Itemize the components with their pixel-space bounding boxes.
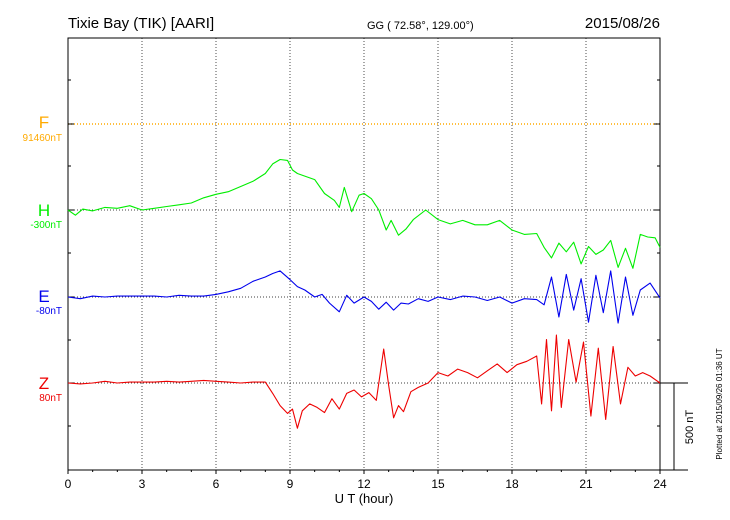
series-f-label: F [39, 113, 49, 132]
plotted-timestamp: Plotted at 2015/09/26 01:36 UT [715, 348, 724, 459]
scale-bar-label: 500 nT [684, 410, 696, 445]
series-h-label: H [38, 201, 50, 220]
x-tick-label: 24 [653, 477, 667, 491]
axis-ticks: 0 3 6 9 12 15 18 21 24 [65, 79, 667, 491]
series-z-label: Z [39, 374, 49, 393]
x-tick-label: 9 [287, 477, 294, 491]
date-label: 2015/08/26 [585, 15, 660, 32]
x-tick-label: 21 [579, 477, 593, 491]
x-tick-label: 3 [139, 477, 146, 491]
x-tick-label: 15 [431, 477, 445, 491]
x-tick-label: 18 [505, 477, 519, 491]
x-tick-label: 12 [357, 477, 371, 491]
series-e-label: E [38, 287, 49, 306]
station-title: Tixie Bay (TIK) [AARI] [68, 15, 214, 32]
series-e-line [67, 270, 661, 324]
scale-bar: 500 nT [660, 382, 696, 471]
x-tick-label: 0 [65, 477, 72, 491]
series-h-baseline-value: -300nT [30, 220, 62, 231]
series-h-line [67, 158, 661, 269]
series-lines [67, 158, 661, 429]
series-f-baseline-value: 91460nT [23, 133, 62, 144]
x-tick-label: 6 [213, 477, 220, 491]
series-e-baseline-value: -80nT [36, 306, 62, 317]
series-z-line [67, 334, 661, 429]
coordinates-label: GG ( 72.58°, 129.00°) [367, 20, 474, 32]
grid [68, 38, 660, 470]
x-axis-label: U T (hour) [335, 491, 394, 506]
series-z-baseline-value: 80nT [39, 393, 62, 404]
